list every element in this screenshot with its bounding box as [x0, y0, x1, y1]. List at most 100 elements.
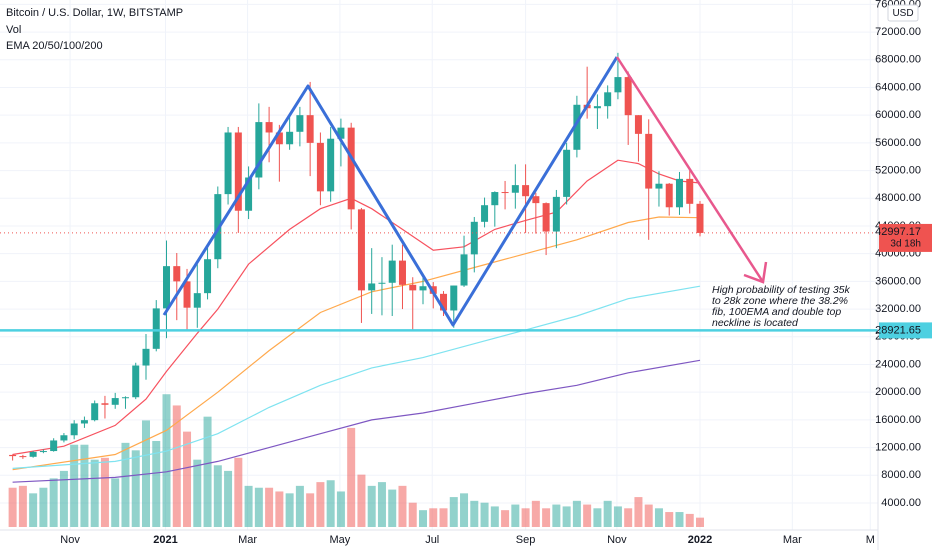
candle-body	[470, 221, 478, 255]
volume-bar	[695, 517, 704, 527]
currency-label[interactable]: USD	[892, 8, 913, 19]
candle-body	[563, 149, 571, 197]
candle-body	[696, 203, 704, 233]
candle-body	[378, 282, 386, 284]
volume-bar	[572, 500, 581, 527]
candle-body	[193, 293, 201, 308]
candle-body	[542, 203, 550, 232]
volume-bar	[449, 497, 458, 527]
drawings	[162, 56, 768, 327]
candle-body	[634, 115, 642, 134]
volume-bar	[203, 416, 212, 527]
y-tick-label: 36000.00	[875, 275, 921, 287]
volume-bar	[377, 482, 386, 527]
y-tick-label: 48000.00	[875, 192, 921, 204]
candle-body	[316, 142, 324, 192]
candle-body	[29, 451, 37, 457]
volume-bar	[90, 459, 99, 527]
candle-body	[450, 285, 458, 311]
volume-bar	[316, 482, 325, 527]
volume-bar	[131, 450, 140, 527]
volume-bar	[675, 512, 684, 527]
volume-bar	[254, 487, 263, 527]
candle-body	[593, 106, 601, 109]
x-tick-label: May	[330, 534, 351, 546]
y-tick-label: 72000.00	[875, 26, 921, 38]
candle-body	[481, 205, 489, 222]
candle-body	[604, 92, 612, 107]
volume-bar	[306, 493, 315, 527]
candle-body	[50, 440, 58, 452]
annotation-line: fib, 100EMA and double top	[712, 306, 841, 318]
last-price-label: 42997.17	[875, 226, 921, 238]
x-tick-label: Sep	[516, 534, 536, 546]
y-tick-label: 8000.00	[881, 469, 921, 481]
countdown-label: 3d 18h	[890, 239, 921, 250]
volume-bar	[480, 502, 489, 527]
y-tick-label: 68000.00	[875, 54, 921, 66]
volume-bar	[121, 442, 130, 527]
volume-bar	[624, 508, 633, 527]
volume-bar	[542, 508, 551, 527]
volume-bar	[429, 508, 438, 527]
volume-bar	[8, 487, 17, 527]
volume-bar	[275, 491, 284, 527]
x-tick-label: Nov	[60, 534, 80, 546]
y-tick-label: 12000.00	[875, 441, 921, 453]
candle-body	[368, 283, 376, 291]
annotation-line: to 28k zone where the 38.2%	[712, 295, 848, 307]
candle-body	[80, 420, 88, 424]
candle-body	[337, 127, 345, 139]
y-tick-label: 32000.00	[875, 303, 921, 315]
candle-body	[511, 185, 519, 193]
candle-body	[152, 308, 160, 349]
candle-body	[573, 104, 581, 150]
candle-body	[501, 192, 509, 194]
candle-body	[275, 132, 283, 145]
candle-body	[91, 403, 99, 421]
candle-body	[121, 397, 129, 399]
volume-bar	[39, 487, 48, 527]
volume-bar	[644, 504, 653, 527]
candle-body	[491, 192, 499, 206]
volume-bar	[521, 508, 530, 527]
volume-bar	[224, 470, 233, 527]
candle-body	[624, 77, 632, 116]
ema-layer	[12, 159, 701, 483]
volume-bar	[265, 487, 274, 527]
volume-bar	[460, 493, 469, 527]
candle-body	[296, 115, 304, 132]
volume-bar	[244, 485, 253, 527]
y-tick-label: 20000.00	[875, 386, 921, 398]
volume-bar	[295, 485, 304, 527]
volume-bar	[29, 493, 38, 527]
volume-bar	[172, 405, 181, 527]
annotation-line: neckline is located	[712, 317, 799, 329]
candle-layer	[9, 52, 704, 461]
volume-bar	[439, 508, 448, 527]
candle-body	[101, 403, 109, 405]
volume-bar	[398, 485, 407, 527]
arrow-head	[743, 261, 768, 284]
candle-body	[306, 115, 314, 143]
volume-bar	[388, 489, 397, 527]
candle-body	[183, 281, 191, 308]
currency-box[interactable]	[887, 4, 919, 22]
y-tick-label: 24000.00	[875, 358, 921, 370]
candle-body	[398, 260, 406, 285]
volume-bar	[357, 474, 366, 527]
candle-body	[132, 365, 140, 398]
zigzag-drawing	[162, 56, 619, 327]
y-tick-label: 4000.00	[881, 497, 921, 509]
candle-body	[173, 266, 181, 282]
volume-bar	[285, 493, 294, 527]
candle-body	[142, 348, 150, 366]
candle-body	[665, 183, 673, 208]
volume-bar	[490, 506, 499, 527]
candle-body	[409, 284, 417, 291]
volume-bar	[685, 513, 694, 527]
candle-body	[327, 138, 335, 192]
volume-bar	[654, 508, 663, 527]
candle-body	[224, 132, 232, 195]
y-tick-label: 60000.00	[875, 109, 921, 121]
